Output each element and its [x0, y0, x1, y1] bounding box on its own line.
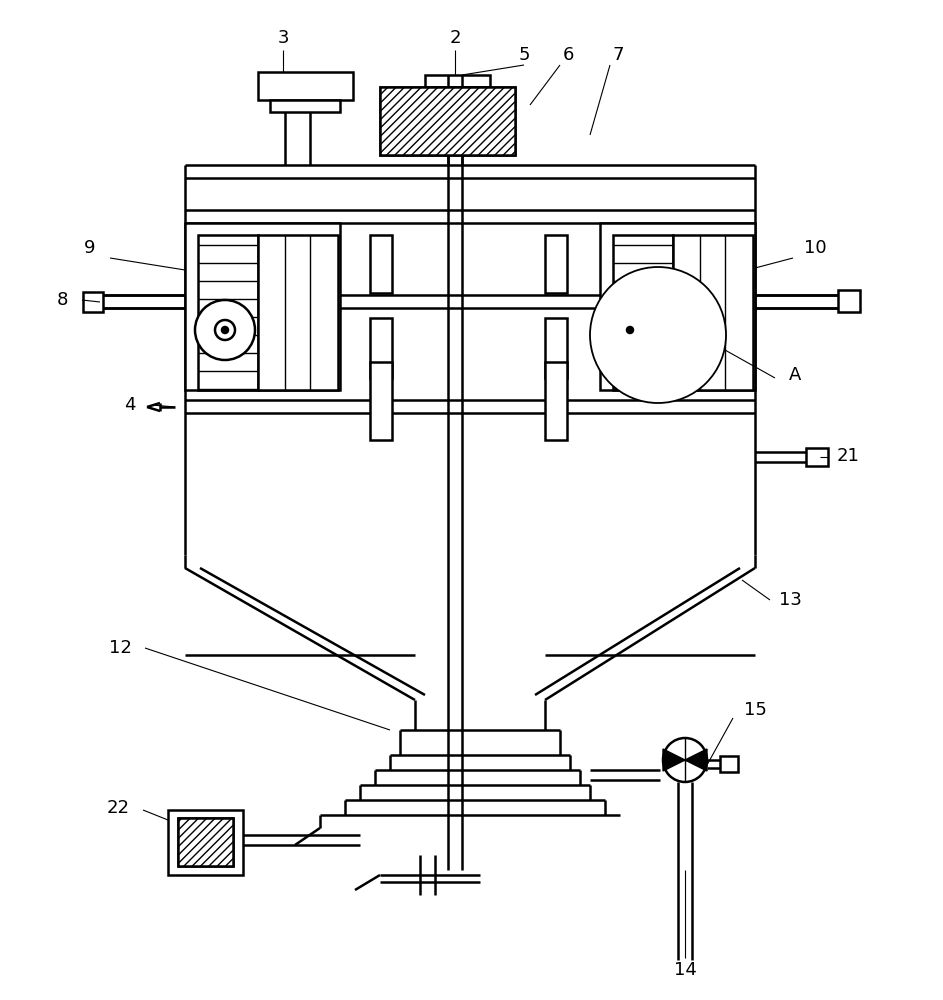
Text: 2: 2 — [449, 29, 461, 47]
Bar — [178, 818, 233, 866]
Bar — [185, 223, 340, 390]
Bar — [545, 235, 567, 293]
Circle shape — [620, 320, 640, 340]
Text: 6: 6 — [562, 46, 573, 64]
Bar — [370, 362, 392, 440]
Bar — [178, 818, 233, 866]
Bar — [380, 87, 515, 155]
Text: 13: 13 — [779, 591, 802, 609]
Bar — [168, 810, 243, 875]
Text: 9: 9 — [84, 239, 96, 257]
Text: 5: 5 — [519, 46, 530, 64]
Bar — [425, 75, 490, 87]
Text: 8: 8 — [57, 291, 68, 309]
Circle shape — [195, 300, 255, 360]
Bar — [270, 100, 340, 112]
Text: 15: 15 — [744, 701, 767, 719]
Bar — [838, 290, 860, 312]
Circle shape — [600, 300, 660, 360]
Bar — [258, 235, 338, 390]
Bar — [600, 223, 755, 390]
Bar — [673, 235, 753, 390]
Circle shape — [663, 738, 707, 782]
Bar — [806, 448, 828, 466]
Text: 22: 22 — [107, 799, 129, 817]
Bar — [545, 318, 567, 378]
Text: A: A — [788, 366, 802, 384]
Bar — [258, 72, 353, 100]
Bar — [370, 318, 392, 378]
Circle shape — [590, 267, 726, 403]
Circle shape — [222, 327, 228, 333]
Circle shape — [215, 320, 235, 340]
Text: 7: 7 — [612, 46, 623, 64]
Text: 14: 14 — [673, 961, 697, 979]
Text: 10: 10 — [803, 239, 826, 257]
Bar — [83, 292, 103, 312]
Polygon shape — [663, 749, 685, 771]
Circle shape — [627, 327, 633, 333]
Bar — [613, 235, 673, 390]
Bar — [720, 756, 738, 772]
Text: 4: 4 — [124, 396, 136, 414]
Bar — [545, 362, 567, 440]
Text: 21: 21 — [836, 447, 859, 465]
Text: 12: 12 — [108, 639, 131, 657]
Polygon shape — [685, 749, 707, 771]
Bar — [198, 235, 258, 390]
Text: 3: 3 — [277, 29, 289, 47]
Bar — [370, 235, 392, 293]
Bar — [380, 87, 515, 155]
